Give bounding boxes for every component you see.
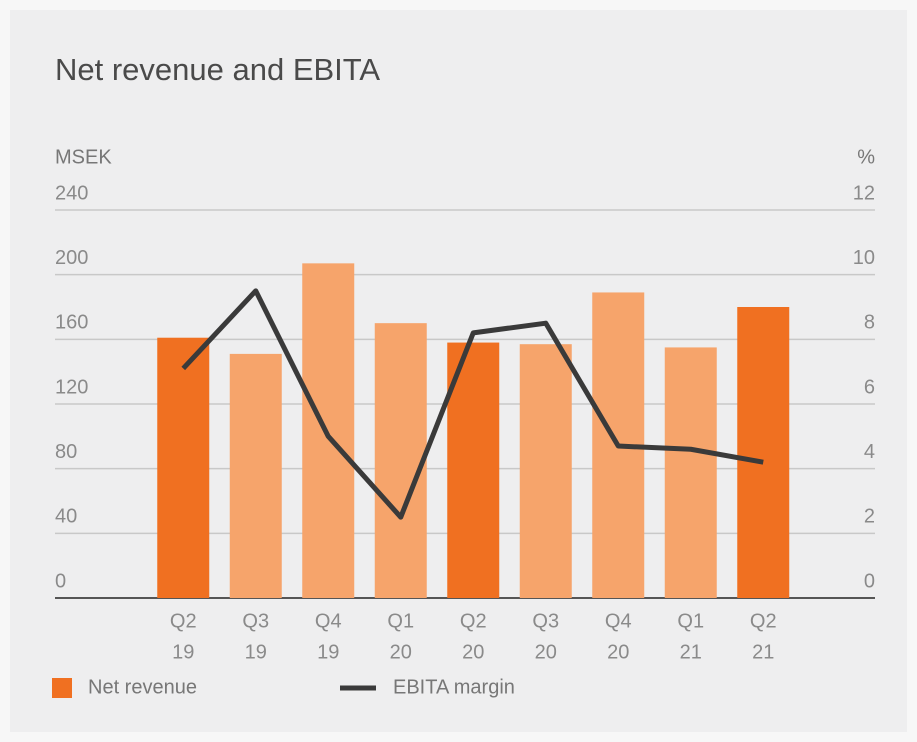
x-tick-label: 20 — [535, 641, 557, 663]
x-tick-label: 20 — [607, 641, 629, 663]
bar — [229, 353, 282, 598]
y2-tick-label: 10 — [853, 247, 875, 269]
x-tick-label: Q3 — [242, 610, 269, 632]
y-tick-label: 40 — [55, 506, 77, 528]
y-tick-label: 200 — [55, 247, 88, 269]
x-tick-label: Q4 — [315, 610, 342, 632]
y-tick-label: 80 — [55, 441, 77, 463]
x-tick-label: 19 — [317, 641, 339, 663]
x-tick-label: 19 — [172, 641, 194, 663]
y2-tick-label: 0 — [864, 570, 875, 592]
x-tick-label: Q1 — [677, 610, 704, 632]
legend-label: Net revenue — [88, 676, 197, 698]
x-tick-label: Q1 — [387, 610, 414, 632]
y-tick-label: 0 — [55, 570, 66, 592]
y2-tick-label: 6 — [864, 376, 875, 398]
bar — [737, 307, 790, 598]
legend-swatch — [52, 678, 72, 698]
x-tick-label: 20 — [390, 641, 412, 663]
y2-tick-label: 4 — [864, 441, 875, 463]
y-tick-label: 120 — [55, 376, 88, 398]
y-tick-label: 240 — [55, 182, 88, 204]
y2-axis-label: % — [857, 146, 875, 168]
x-tick-label: Q2 — [170, 610, 197, 632]
x-tick-label: Q2 — [750, 610, 777, 632]
legend-label: EBITA margin — [393, 676, 515, 698]
bar — [157, 337, 210, 598]
chart-title: Net revenue and EBITA — [55, 52, 380, 87]
x-tick-label: Q3 — [532, 610, 559, 632]
bar — [302, 263, 355, 598]
x-tick-label: Q4 — [605, 610, 632, 632]
line — [181, 288, 764, 520]
bar — [664, 347, 717, 598]
bar — [374, 323, 427, 598]
x-tick-label: 21 — [680, 641, 702, 663]
x-tick-label: 20 — [462, 641, 484, 663]
x-tick-label: 21 — [752, 641, 774, 663]
bar — [447, 342, 500, 598]
bar — [519, 344, 572, 598]
y2-tick-label: 2 — [864, 506, 875, 528]
x-tick-label: Q2 — [460, 610, 487, 632]
x-tick-label: 19 — [245, 641, 267, 663]
y2-tick-label: 8 — [864, 312, 875, 334]
y-tick-label: 160 — [55, 312, 88, 334]
y-axis-label: MSEK — [55, 146, 112, 168]
y2-tick-label: 12 — [853, 182, 875, 204]
